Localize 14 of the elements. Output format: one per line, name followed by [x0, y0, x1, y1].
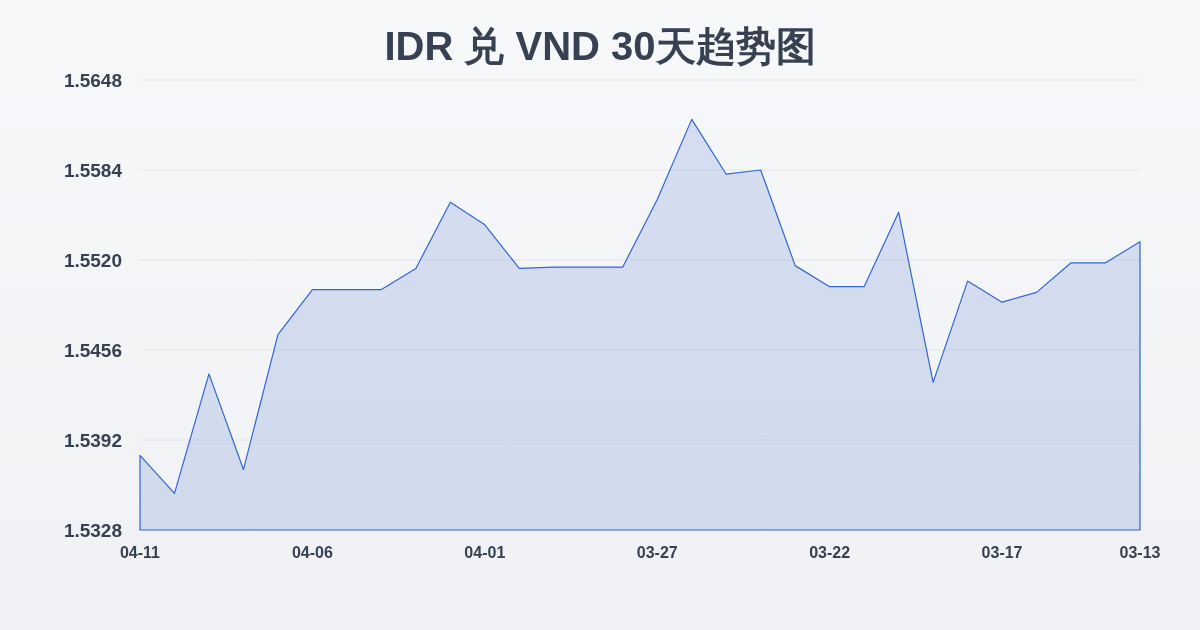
y-tick-label: 1.5648: [63, 69, 122, 91]
y-tick-label: 1.5584: [63, 159, 123, 181]
x-tick-label: 04-11: [119, 544, 161, 561]
chart-title: IDR 兑 VND 30天趋势图: [384, 24, 816, 68]
x-tick-label: 03-27: [636, 544, 678, 561]
y-tick-label: 1.5392: [63, 429, 122, 451]
y-tick-label: 1.5520: [63, 249, 122, 271]
x-tick-label: 03-17: [981, 544, 1023, 561]
y-tick-label: 1.5328: [63, 519, 122, 541]
x-tick-label: 03-22: [809, 544, 851, 561]
x-tick-label: 04-01: [464, 544, 506, 561]
x-tick-label: 03-13: [1119, 544, 1161, 561]
y-tick-label: 1.5456: [63, 339, 122, 361]
x-tick-label: 04-06: [291, 544, 333, 561]
